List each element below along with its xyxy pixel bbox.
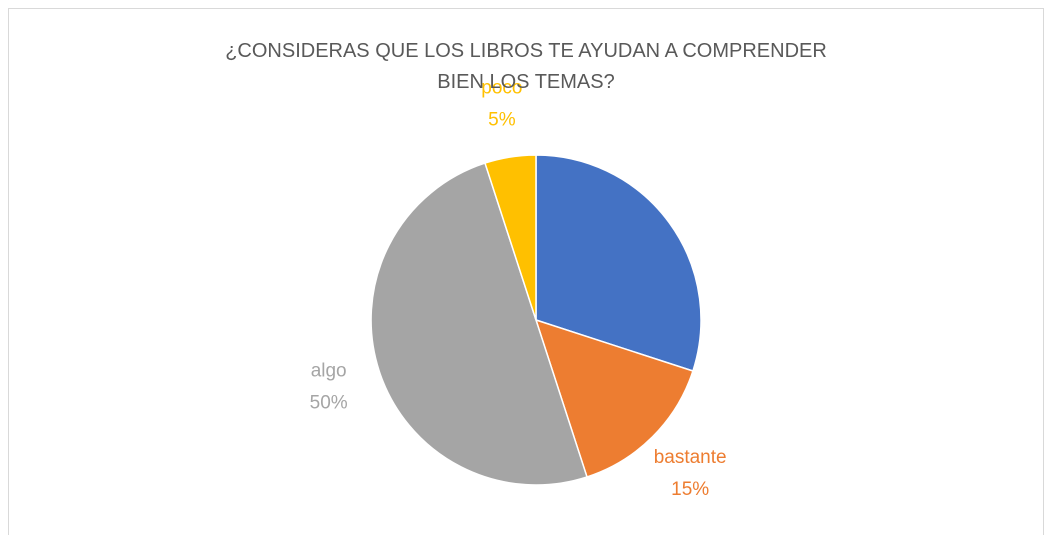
slice-value-label: 50% [310, 392, 348, 413]
slice-category-label: poco [481, 78, 522, 99]
slice-value-label: 15% [671, 479, 709, 500]
pie-slice [484, 154, 537, 321]
chart-title: ¿CONSIDERAS QUE LOS LIBROS TE AYUDAN A C… [225, 40, 827, 93]
pie-slice [370, 162, 588, 486]
pie-slice [534, 318, 694, 478]
chart-frame [8, 8, 1044, 535]
slice-category-label: algo [311, 360, 347, 381]
pie-slice [535, 154, 702, 372]
slice-category-label: bastante [654, 447, 727, 468]
slice-value-label: 5% [488, 110, 516, 131]
